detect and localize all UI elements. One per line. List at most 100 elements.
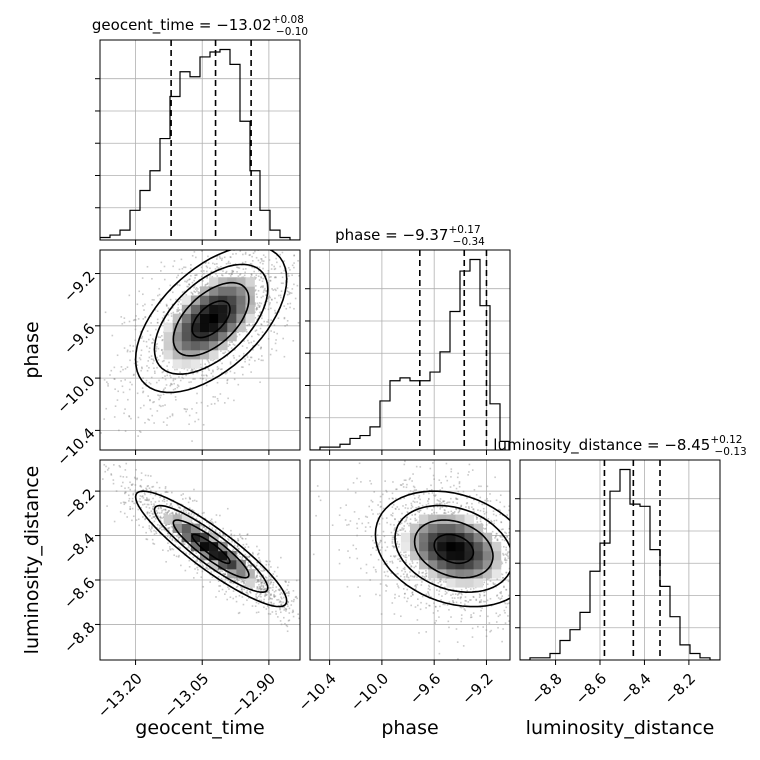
sample-point xyxy=(232,548,235,551)
sample-point xyxy=(494,535,497,538)
sample-point xyxy=(267,321,270,323)
sample-point xyxy=(198,520,201,522)
sample-point xyxy=(145,538,148,540)
sample-point xyxy=(549,538,551,540)
sample-point xyxy=(411,506,414,508)
sample-point xyxy=(219,257,222,260)
sample-point xyxy=(48,401,50,403)
sample-point xyxy=(165,384,168,386)
density-block xyxy=(209,295,219,305)
sample-point xyxy=(159,519,162,521)
sample-point xyxy=(254,250,256,253)
sample-point xyxy=(303,290,305,292)
sample-point xyxy=(136,364,139,366)
sample-point xyxy=(235,359,238,361)
sample-point xyxy=(242,366,244,368)
sample-point xyxy=(267,324,269,327)
sample-point xyxy=(154,494,157,497)
sample-point xyxy=(202,525,205,528)
density-block xyxy=(181,295,192,305)
sample-point xyxy=(251,587,253,590)
sample-point xyxy=(254,330,257,332)
sample-point xyxy=(96,412,98,414)
sample-point xyxy=(188,559,191,562)
sample-point xyxy=(536,588,538,590)
scatter-cloud xyxy=(312,460,554,660)
sample-point xyxy=(150,510,153,512)
sample-point xyxy=(273,570,276,573)
sample-point xyxy=(292,340,295,342)
sample-point xyxy=(229,275,232,277)
sample-point xyxy=(514,504,516,506)
sample-point xyxy=(205,379,208,381)
sample-point xyxy=(144,421,146,424)
sample-point xyxy=(377,545,380,548)
sample-point xyxy=(241,345,244,347)
y-tick-label: −8.6 xyxy=(60,574,98,612)
sample-point xyxy=(276,575,278,577)
sample-point xyxy=(332,265,334,267)
sample-point xyxy=(219,514,221,517)
sample-point xyxy=(241,596,244,598)
sample-point xyxy=(236,266,238,269)
sample-point xyxy=(155,530,157,533)
sample-point xyxy=(452,512,454,514)
sample-point xyxy=(146,511,149,513)
sample-point xyxy=(178,554,180,557)
sample-point xyxy=(404,578,406,581)
sample-point xyxy=(269,583,272,585)
sample-point xyxy=(145,497,148,499)
sample-point xyxy=(434,622,436,624)
sample-point xyxy=(443,512,446,514)
y-tick-label: −9.6 xyxy=(60,320,98,358)
sample-point xyxy=(198,292,201,294)
sample-point xyxy=(368,505,371,508)
sample-point xyxy=(458,482,461,485)
sample-point xyxy=(254,289,257,291)
sample-point xyxy=(531,578,533,580)
sample-point xyxy=(196,288,199,290)
sample-point xyxy=(119,475,122,478)
sample-point xyxy=(259,565,262,568)
sample-point xyxy=(304,306,306,308)
sample-point xyxy=(381,517,384,520)
sample-point xyxy=(146,512,149,515)
sample-point xyxy=(256,545,258,548)
sample-point xyxy=(167,542,169,545)
sample-point xyxy=(201,367,203,370)
sample-point xyxy=(460,606,463,609)
sample-point xyxy=(403,596,406,599)
sample-point xyxy=(91,480,93,482)
sample-point xyxy=(171,304,174,306)
sample-point xyxy=(192,516,194,518)
sample-point xyxy=(275,613,277,615)
sample-point xyxy=(129,350,131,353)
sample-point xyxy=(150,501,152,503)
sample-point xyxy=(517,532,519,534)
sample-point xyxy=(135,468,137,471)
sample-point xyxy=(229,262,231,265)
sample-point xyxy=(461,593,463,596)
sample-point xyxy=(203,529,205,532)
sample-point xyxy=(237,537,239,540)
sample-point xyxy=(254,303,257,306)
sample-point xyxy=(160,335,163,337)
sample-point xyxy=(552,599,554,601)
sample-point xyxy=(379,549,382,551)
sample-point xyxy=(200,266,203,269)
sample-point xyxy=(324,297,326,299)
sample-point xyxy=(279,593,281,596)
sample-point xyxy=(273,276,276,279)
sample-point xyxy=(188,283,190,286)
sample-point xyxy=(269,613,272,615)
sample-point xyxy=(207,367,210,370)
sample-point xyxy=(268,598,270,601)
sample-point xyxy=(204,363,206,365)
sample-point xyxy=(142,377,144,379)
sample-point xyxy=(179,371,181,374)
sample-point xyxy=(420,578,423,580)
sample-point xyxy=(514,579,516,581)
sample-point xyxy=(194,274,196,277)
sample-point xyxy=(131,484,133,486)
sample-point xyxy=(457,490,460,493)
